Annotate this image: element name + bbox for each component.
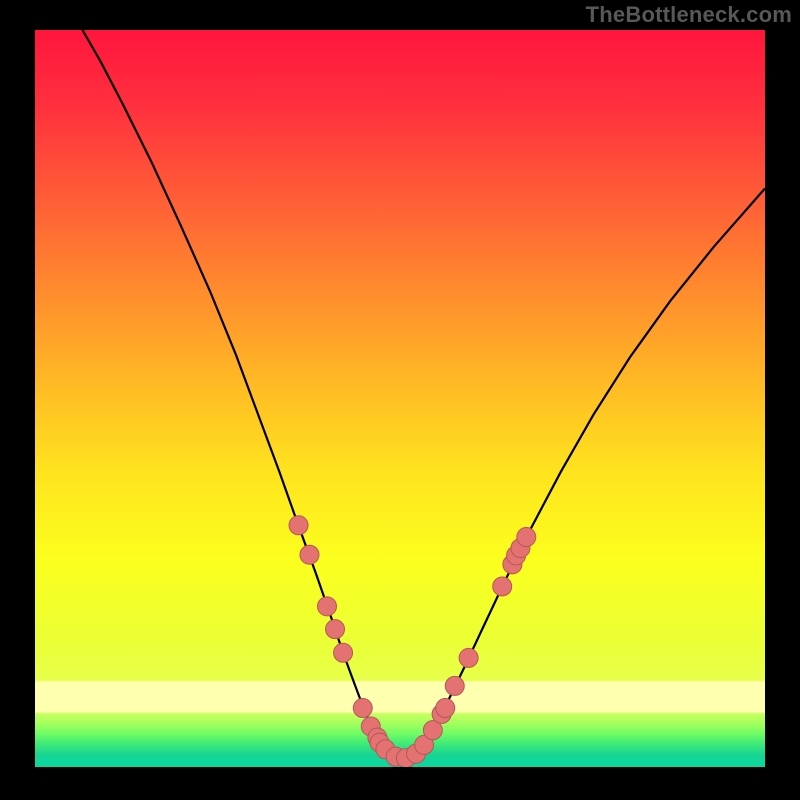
watermark-text: TheBottleneck.com — [586, 2, 792, 28]
data-marker — [300, 545, 319, 564]
stage: TheBottleneck.com — [0, 0, 800, 800]
data-marker — [289, 516, 308, 535]
chart-svg — [35, 30, 765, 767]
data-marker — [459, 648, 478, 667]
data-marker — [517, 528, 536, 547]
data-marker — [334, 643, 353, 662]
data-marker — [445, 676, 464, 695]
data-marker — [353, 699, 372, 718]
data-marker — [436, 699, 455, 718]
plot-area — [35, 30, 765, 767]
data-marker — [326, 620, 345, 639]
data-marker — [318, 597, 337, 616]
data-marker — [493, 577, 512, 596]
plot-background — [35, 30, 765, 767]
